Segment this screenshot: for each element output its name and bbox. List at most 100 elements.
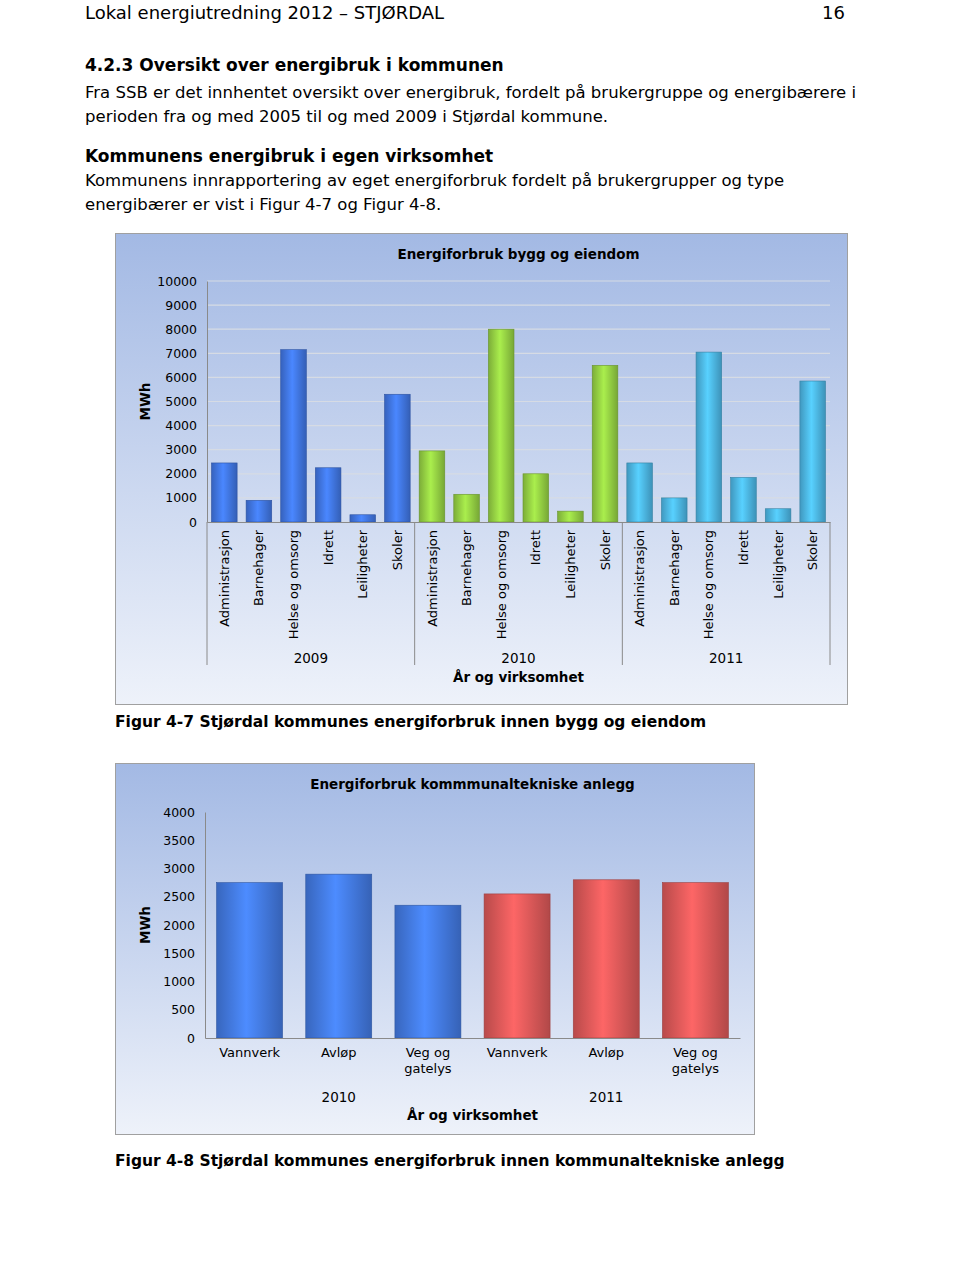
x-tick-label: Skoler — [598, 529, 613, 570]
group-separators — [207, 522, 830, 665]
bar — [627, 463, 653, 522]
x-tick-label: Leiligheter — [355, 529, 370, 598]
subsection-heading: Kommunens energibruk i egen virksomhet — [85, 146, 493, 166]
x-tick-label: Veg oggatelys — [404, 1045, 452, 1076]
chart: 0100020003000400050006000700080009000100… — [115, 233, 848, 705]
y-tick-label: 2500 — [163, 889, 195, 904]
x-tick-label: Idrett — [736, 530, 751, 565]
y-tick: 0 — [189, 515, 207, 530]
x-tick: Vannverk — [487, 1038, 548, 1060]
x-axis-line — [206, 1038, 741, 1039]
x-tick-label: Leiligheter — [771, 529, 786, 598]
x-axis-title: År og virksomhet — [407, 1107, 539, 1123]
figure-caption: Figur 4-7 Stjørdal kommunes energiforbru… — [115, 713, 706, 731]
x-tick-label: Skoler — [805, 529, 820, 570]
x-tick-label: Idrett — [321, 530, 336, 565]
y-tick-label: 500 — [171, 1002, 195, 1017]
y-tick-label: 8000 — [165, 322, 197, 337]
bar — [217, 883, 283, 1038]
bars — [211, 329, 825, 522]
group-label: 2010 — [501, 650, 535, 666]
subsection-text: Kommunens innrapportering av eget energi… — [85, 169, 860, 216]
y-tick: 9000 — [165, 298, 207, 313]
tick-label-line: Vannverk — [219, 1045, 280, 1060]
y-tick-label: 6000 — [165, 370, 197, 385]
header-title: Lokal energiutredning 2012 – STJØRDAL — [85, 2, 444, 23]
y-tick-label: 0 — [187, 1031, 195, 1046]
bars — [217, 874, 729, 1038]
bar — [484, 894, 550, 1038]
x-tick-label: Veg oggatelys — [672, 1045, 720, 1076]
bar — [800, 381, 826, 522]
bar — [592, 365, 618, 522]
y-tick-label: 4000 — [165, 418, 197, 433]
x-tick: Veg oggatelys — [404, 1038, 452, 1076]
bar — [315, 468, 341, 522]
y-tick-label: 3500 — [163, 833, 195, 848]
x-tick: Skoler — [390, 522, 405, 570]
y-tick: 1000 — [163, 974, 205, 989]
x-tick: Skoler — [805, 522, 820, 570]
x-tick-label: Vannverk — [219, 1045, 280, 1060]
y-tick-label: 2000 — [163, 918, 195, 933]
y-axis: 0100020003000400050006000700080009000100… — [157, 274, 207, 530]
y-tick: 500 — [171, 1002, 205, 1017]
y-tick-label: 9000 — [165, 298, 197, 313]
y-tick-label: 7000 — [165, 346, 197, 361]
x-tick-label: Avløp — [321, 1045, 357, 1060]
y-axis: 0 500 1000 1500 2000 2500 3000 3500 4000 — [163, 805, 205, 1046]
x-tick-label: Barnehager — [459, 529, 474, 606]
x-tick: Idrett — [528, 522, 543, 565]
y-tick: 3000 — [163, 861, 205, 876]
bar — [662, 883, 728, 1038]
chart-background — [116, 764, 755, 1135]
tick-label-line: Veg og — [406, 1045, 450, 1060]
grid-line — [207, 305, 830, 306]
bar — [281, 350, 307, 522]
group-separator — [207, 522, 208, 665]
x-axis-title: År og virksomhet — [453, 669, 585, 685]
x-tick: Helse og omsorg — [286, 522, 301, 639]
figure-caption: Figur 4-8 Stjørdal kommunes energiforbru… — [115, 1152, 785, 1170]
bar — [696, 352, 722, 522]
x-tick: Idrett — [736, 522, 751, 565]
x-tick: Leiligheter — [355, 522, 370, 599]
x-tick: Helse og omsorg — [701, 522, 716, 639]
y-tick-label: 1000 — [163, 974, 195, 989]
bar — [246, 500, 272, 522]
group-label: 2011 — [589, 1089, 623, 1105]
bar — [661, 498, 687, 522]
section-heading: 4.2.3 Oversikt over energibruk i kommune… — [85, 55, 504, 75]
y-tick-label: 2000 — [165, 466, 197, 481]
x-tick-label: Administrasjon — [217, 530, 232, 627]
bar — [573, 880, 639, 1038]
tick-label-line: gatelys — [404, 1061, 452, 1076]
x-axis: Administrasjon Barnehager Helse og omsorg I… — [208, 522, 831, 639]
tick-label-line: Avløp — [321, 1045, 357, 1060]
y-tick: 2500 — [163, 889, 205, 904]
y-tick-label: 1500 — [163, 946, 195, 961]
x-tick: Barnehager — [667, 522, 682, 606]
y-tick: 4000 — [163, 805, 205, 820]
x-tick-label: Avløp — [588, 1045, 624, 1060]
x-tick-label: Helse og omsorg — [701, 530, 716, 639]
y-tick-label: 3000 — [165, 442, 197, 457]
x-tick: Barnehager — [459, 522, 474, 606]
bar — [488, 329, 514, 522]
x-tick-label: Barnehager — [251, 529, 266, 606]
y-tick: 3500 — [163, 833, 205, 848]
x-tick-label: Helse og omsorg — [494, 530, 509, 639]
bar — [419, 451, 445, 522]
x-tick-label: Administrasjon — [632, 530, 647, 627]
bar — [765, 509, 791, 522]
tick-label-line: Vannverk — [487, 1045, 548, 1060]
x-tick: Veg oggatelys — [672, 1038, 720, 1076]
x-tick: Avløp — [321, 1038, 357, 1060]
grid — [207, 281, 830, 522]
bar — [558, 511, 584, 522]
y-tick: 4000 — [165, 418, 207, 433]
y-tick: 3000 — [165, 442, 207, 457]
y-axis-line — [205, 813, 206, 1039]
y-axis-title: MWh — [137, 906, 153, 944]
chart: 0 500 1000 1500 2000 2500 3000 3500 4000 Vannverk… — [115, 763, 755, 1135]
